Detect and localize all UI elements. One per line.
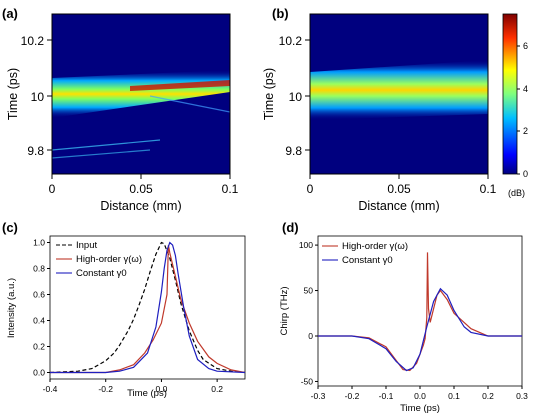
heatmap-a-fringe [149,95,230,113]
x-tick-label: -0.2 [98,384,113,394]
axes-b-yticks: 10.2 10 9.8 [279,34,310,158]
panel-label-c: (c) [2,220,18,235]
tick-label: 10 [31,90,45,104]
legend-label: High-order γ(ω) [76,254,142,265]
heatmap-a-beam [52,70,230,118]
y-tick-label: 0 [308,331,313,341]
y-tick-label: 0.8 [33,264,45,274]
tick-label: 0.05 [129,182,153,196]
tick-label: 10.2 [21,34,45,48]
tick-label: 0.05 [387,182,411,196]
legend-label: Input [76,240,97,251]
x-tick-label: -0.2 [345,391,360,401]
tick-label: 0.1 [480,182,497,196]
legend-label: High-order γ(ω) [342,241,408,252]
axis-label-y-c: Intensity (a.u.) [6,278,17,338]
x-tick-label: -0.1 [379,391,394,401]
panel-label-b: (b) [272,6,289,21]
series-line-1 [50,244,245,374]
y-tick-label: -50 [301,376,314,386]
colorbar-tick: 4 [523,84,528,94]
x-tick-label: 0.0 [414,391,426,401]
panel-label-d: (d) [282,220,299,235]
tick-label: 10 [289,90,303,104]
axes-d-ticks: -0.3 -0.2 -0.1 0.0 0.1 0.2 0.3 -50 0 50 100 [299,240,528,401]
legend-c: Input High-order γ(ω) Constant γ0 [56,240,142,279]
tick-label: 0 [49,182,56,196]
heatmap-b-beam [310,60,488,120]
x-tick-label: 0.2 [482,391,494,401]
y-tick-label: 0.6 [33,290,45,300]
y-tick-label: 0.2 [33,342,45,352]
legend-label: Constant γ0 [342,255,393,266]
axes-a-yticks: 10.2 10 9.8 [21,34,52,158]
y-tick-label: 50 [304,286,314,296]
axis-label-x-d: Time (ps) [400,403,440,414]
x-tick-label: 0.2 [211,384,223,394]
series-line-2 [50,241,245,374]
colorbar-gradient [502,13,518,175]
axes-d-series [318,252,522,372]
y-tick-label: 0.0 [33,368,45,378]
colorbar-tick: 2 [523,126,528,136]
tick-label: 0.1 [222,182,239,196]
axes-c-series [50,241,245,374]
x-tick-label: 0.1 [448,391,460,401]
x-tick-label: 0.3 [516,391,528,401]
heatmap-a-fringe [52,149,151,159]
panel-b: (b) 10.2 10 9.8 0 0.05 0.1 Distance (mm)… [262,6,528,213]
panel-a: (a) 10.2 10 9.8 0 0.05 0.1 Distanc [2,6,239,213]
axis-label-y-d: Chirp (THz) [279,286,290,335]
legend-d: High-order γ(ω) Constant γ0 [322,241,408,266]
x-tick-label: 0.0 [156,384,168,394]
heatmap-a-fringe [52,139,161,151]
colorbar-tick: 6 [523,41,528,51]
panel-label-a: (a) [2,6,18,21]
axis-label-x-b: Distance (mm) [358,199,439,213]
colorbar-unit: (dB) [508,188,525,198]
axes-c-frame [49,235,246,380]
heatmap-a-peak [130,80,230,91]
legend-label: Constant γ0 [76,268,127,279]
y-tick-label: 0.4 [33,316,45,326]
axis-label-x-c: Time (ps) [127,388,167,399]
series-line-0 [318,252,522,372]
axes-b-xticks: 0 0.05 0.1 [307,174,497,196]
axis-label-x-a: Distance (mm) [100,199,181,213]
heatmap-a [52,14,230,174]
panel-d: (d) -0.3 -0.2 -0.1 0.0 0.1 0.2 0.3 -50 0 50 100 Hi… [279,220,528,414]
tick-label: 10.2 [279,34,303,48]
axes-d-frame [317,235,523,387]
x-tick-label: -0.4 [43,384,58,394]
axes-c-ticks: -0.4 -0.2 0.0 0.2 0.0 0.2 0.4 0.6 0.8 1.0 [33,238,223,395]
y-tick-label: 1.0 [33,238,45,248]
panel-c: (c) -0.4 -0.2 0.0 0.2 0.0 0.2 0.4 0.6 0.8 1.0 Inp… [2,220,246,399]
axes-a-xticks: 0 0.05 0.1 [49,174,239,196]
tick-label: 0 [307,182,314,196]
tick-label: 9.8 [285,144,302,158]
heatmap-b [310,14,488,174]
series-line-1 [318,287,522,372]
y-tick-label: 100 [299,240,313,250]
colorbar-tick: 0 [523,169,528,179]
colorbar: 6 4 2 0 (dB) [502,13,528,198]
tick-label: 9.8 [27,144,44,158]
axis-label-y-a: Time (ps) [6,68,20,120]
axis-label-y-b: Time (ps) [262,68,276,120]
series-line-0 [50,241,245,374]
x-tick-label: -0.3 [311,391,326,401]
